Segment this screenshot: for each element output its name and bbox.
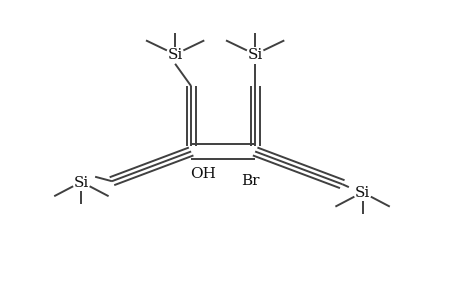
Text: Si: Si <box>354 186 369 200</box>
Text: Si: Si <box>73 176 89 190</box>
Text: OH: OH <box>189 167 215 181</box>
Text: Si: Si <box>247 48 262 62</box>
Text: Br: Br <box>241 174 259 188</box>
Text: Si: Si <box>167 48 182 62</box>
